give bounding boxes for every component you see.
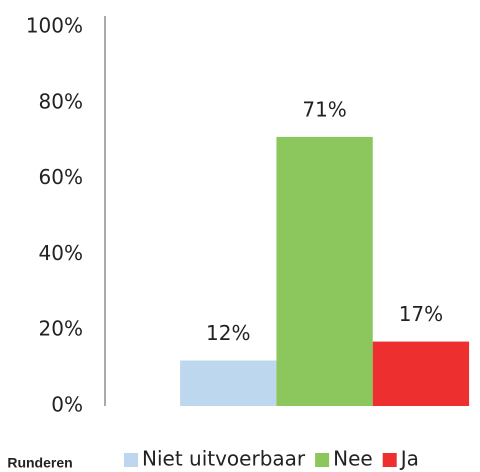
y-tick-label: 20% <box>39 317 83 341</box>
y-tick-label: 0% <box>51 393 83 417</box>
bar <box>276 136 373 406</box>
legend-swatch <box>382 453 397 467</box>
y-tick-label: 40% <box>39 241 83 265</box>
y-tick-label: 80% <box>39 89 83 113</box>
bar <box>180 360 277 406</box>
legend-label: Ja <box>399 447 419 471</box>
x-tick-label: Runderen <box>7 455 72 471</box>
legend-swatch <box>315 453 330 467</box>
y-tick-label: 60% <box>39 165 83 189</box>
legend-label: Niet uitvoerbaar <box>142 447 306 471</box>
bar <box>372 341 470 406</box>
data-label: 12% <box>206 321 250 345</box>
data-label: 71% <box>302 97 346 121</box>
y-tick-label: 100% <box>26 14 83 38</box>
data-label: 17% <box>399 302 443 326</box>
legend-label: Nee <box>333 447 373 471</box>
legend-swatch <box>124 453 138 467</box>
